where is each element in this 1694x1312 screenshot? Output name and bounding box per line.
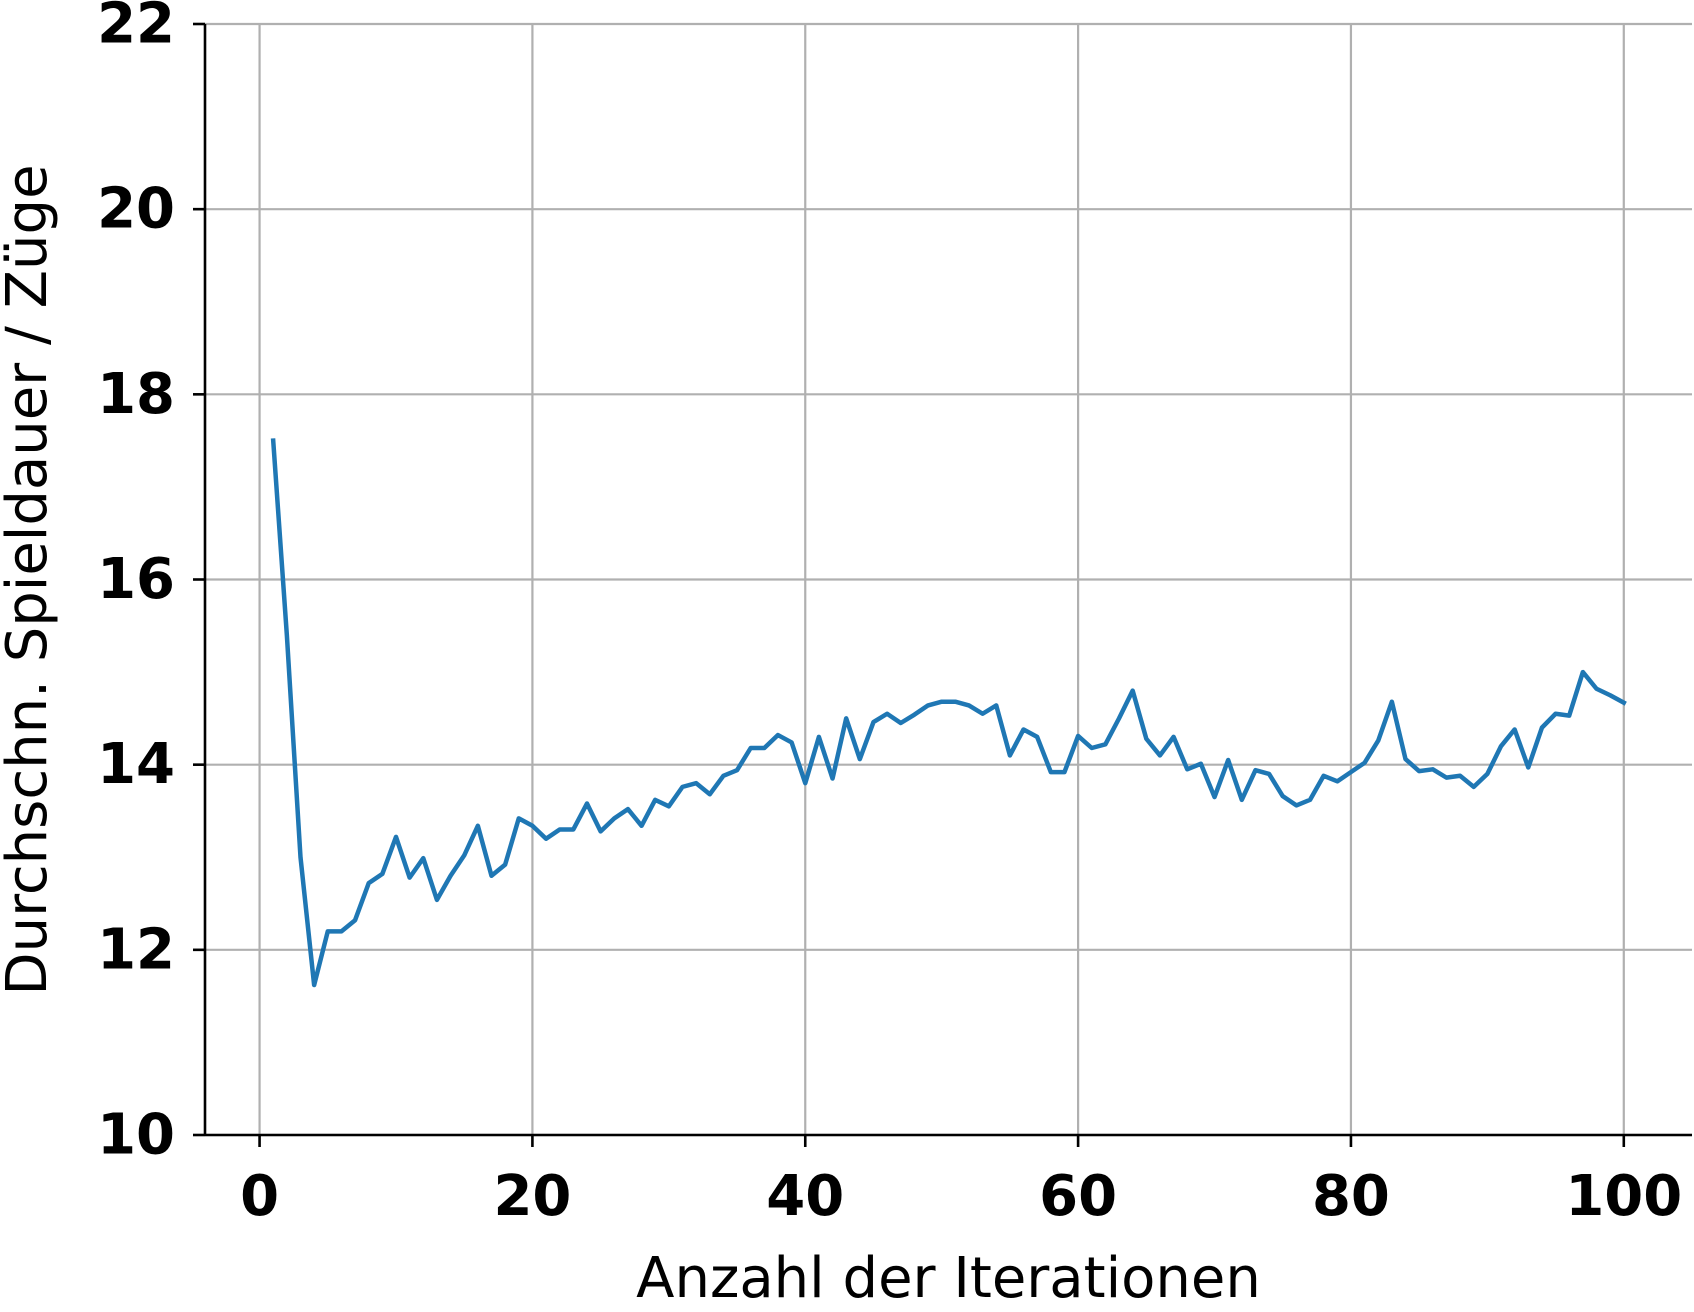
- x-tick-label: 80: [1312, 1164, 1390, 1229]
- y-tick-label: 22: [97, 0, 175, 57]
- grid-lines: [205, 22, 1692, 1137]
- series-line: [270, 438, 1627, 988]
- y-tick-label: 10: [97, 1103, 175, 1168]
- x-tick-label: 40: [766, 1164, 844, 1229]
- x-axis-label: Anzahl der Iterationen: [636, 1246, 1261, 1311]
- y-tick-label: 12: [97, 917, 175, 982]
- x-axis-ticks: 0 20 40 60 80 100: [240, 1135, 1682, 1229]
- y-axis-label: Durchschn. Spieldauer / Züge: [0, 164, 60, 995]
- x-tick-label: 20: [493, 1164, 571, 1229]
- x-tick-label: 60: [1039, 1164, 1117, 1229]
- y-tick-label: 16: [97, 547, 175, 612]
- y-tick-label: 14: [97, 732, 175, 797]
- y-axis-ticks: 10 12 14 16 18 20 22: [97, 0, 205, 1168]
- y-tick-label: 18: [97, 362, 175, 427]
- series-layer: [270, 438, 1627, 988]
- y-tick-label: 20: [97, 177, 175, 242]
- x-tick-label: 100: [1565, 1164, 1682, 1229]
- x-tick-label: 0: [240, 1164, 279, 1229]
